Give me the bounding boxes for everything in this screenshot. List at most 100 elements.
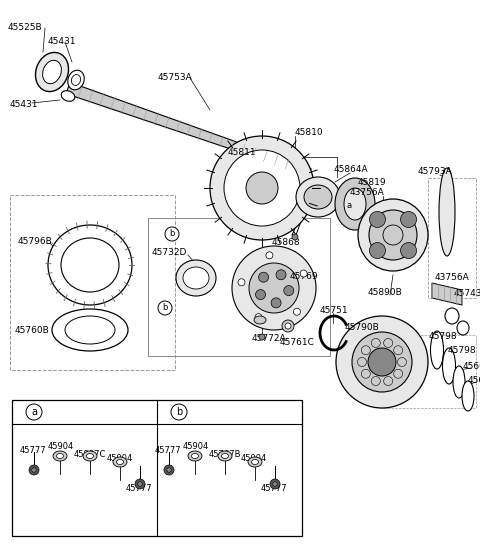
Text: a: a	[31, 407, 37, 417]
Text: 45760B: 45760B	[15, 326, 50, 335]
Text: b: b	[162, 304, 168, 312]
Circle shape	[249, 263, 299, 313]
Text: 45743B: 45743B	[454, 289, 480, 298]
Ellipse shape	[248, 457, 262, 467]
Ellipse shape	[176, 260, 216, 296]
Text: 45790B: 45790B	[345, 323, 380, 332]
Circle shape	[284, 286, 294, 295]
Ellipse shape	[36, 52, 69, 92]
Circle shape	[271, 298, 281, 308]
Circle shape	[167, 468, 171, 472]
Circle shape	[384, 339, 393, 347]
Text: 45761C: 45761C	[280, 338, 315, 347]
Ellipse shape	[53, 451, 67, 461]
Circle shape	[372, 377, 380, 385]
Ellipse shape	[72, 75, 81, 85]
Circle shape	[400, 211, 417, 228]
Ellipse shape	[443, 348, 456, 384]
Text: 45904: 45904	[107, 454, 133, 463]
Circle shape	[383, 225, 403, 245]
Circle shape	[255, 313, 262, 321]
Bar	[148, 218, 330, 356]
Ellipse shape	[86, 454, 94, 459]
Text: 45904: 45904	[183, 442, 209, 451]
Circle shape	[361, 369, 370, 378]
Ellipse shape	[453, 366, 465, 398]
Text: 45904: 45904	[48, 442, 74, 451]
Circle shape	[273, 482, 277, 486]
Text: 45431: 45431	[10, 100, 38, 109]
Ellipse shape	[431, 331, 444, 369]
Ellipse shape	[43, 60, 61, 84]
Ellipse shape	[83, 451, 97, 461]
Ellipse shape	[117, 460, 123, 465]
Ellipse shape	[304, 185, 332, 209]
Circle shape	[352, 332, 412, 392]
Circle shape	[300, 270, 307, 277]
Circle shape	[370, 211, 385, 228]
Circle shape	[292, 234, 298, 240]
Ellipse shape	[254, 316, 266, 324]
Ellipse shape	[369, 210, 417, 260]
Ellipse shape	[192, 454, 199, 459]
Ellipse shape	[296, 177, 340, 217]
Text: 45767B: 45767B	[209, 450, 241, 459]
Ellipse shape	[52, 309, 128, 351]
Polygon shape	[432, 283, 462, 305]
Text: 45811: 45811	[228, 148, 257, 157]
Text: 45810: 45810	[295, 128, 324, 137]
Text: 45796B: 45796B	[18, 237, 53, 246]
Ellipse shape	[68, 70, 84, 90]
Circle shape	[135, 479, 145, 489]
Circle shape	[282, 320, 294, 332]
Text: 45772A: 45772A	[252, 334, 287, 343]
Ellipse shape	[439, 168, 455, 256]
Ellipse shape	[188, 451, 202, 461]
Circle shape	[138, 482, 142, 486]
Ellipse shape	[462, 381, 474, 411]
Circle shape	[259, 272, 269, 282]
Text: 45904: 45904	[241, 454, 267, 463]
Circle shape	[255, 289, 265, 300]
Ellipse shape	[445, 308, 459, 324]
Circle shape	[394, 346, 403, 355]
Circle shape	[361, 346, 370, 355]
Circle shape	[259, 334, 265, 340]
Text: 45819: 45819	[358, 178, 386, 187]
Text: 45431: 45431	[48, 37, 76, 46]
Bar	[12, 400, 302, 536]
Text: 45868: 45868	[272, 238, 300, 247]
Ellipse shape	[457, 321, 469, 335]
Text: 45769: 45769	[290, 272, 319, 281]
Circle shape	[370, 242, 385, 259]
Circle shape	[164, 465, 174, 475]
Text: 45751: 45751	[320, 306, 348, 315]
Circle shape	[275, 255, 289, 269]
Circle shape	[285, 323, 291, 329]
Circle shape	[32, 468, 36, 472]
Ellipse shape	[183, 267, 209, 289]
Polygon shape	[66, 82, 311, 175]
Circle shape	[368, 348, 396, 376]
Ellipse shape	[61, 91, 75, 101]
Text: 45798: 45798	[448, 346, 477, 355]
Circle shape	[158, 301, 172, 315]
Text: 45777: 45777	[261, 484, 288, 493]
Text: 45890B: 45890B	[368, 288, 403, 297]
Circle shape	[246, 172, 278, 204]
Bar	[428, 178, 476, 298]
Circle shape	[29, 465, 39, 475]
Text: 43756A: 43756A	[350, 188, 385, 197]
Circle shape	[270, 479, 280, 489]
Circle shape	[397, 358, 407, 366]
Circle shape	[358, 358, 367, 366]
Ellipse shape	[335, 178, 375, 230]
Circle shape	[224, 150, 300, 226]
Ellipse shape	[57, 454, 63, 459]
Circle shape	[238, 279, 245, 286]
Circle shape	[372, 339, 380, 347]
Ellipse shape	[344, 188, 366, 220]
Bar	[10, 195, 175, 370]
Circle shape	[293, 308, 300, 315]
Ellipse shape	[252, 460, 259, 465]
